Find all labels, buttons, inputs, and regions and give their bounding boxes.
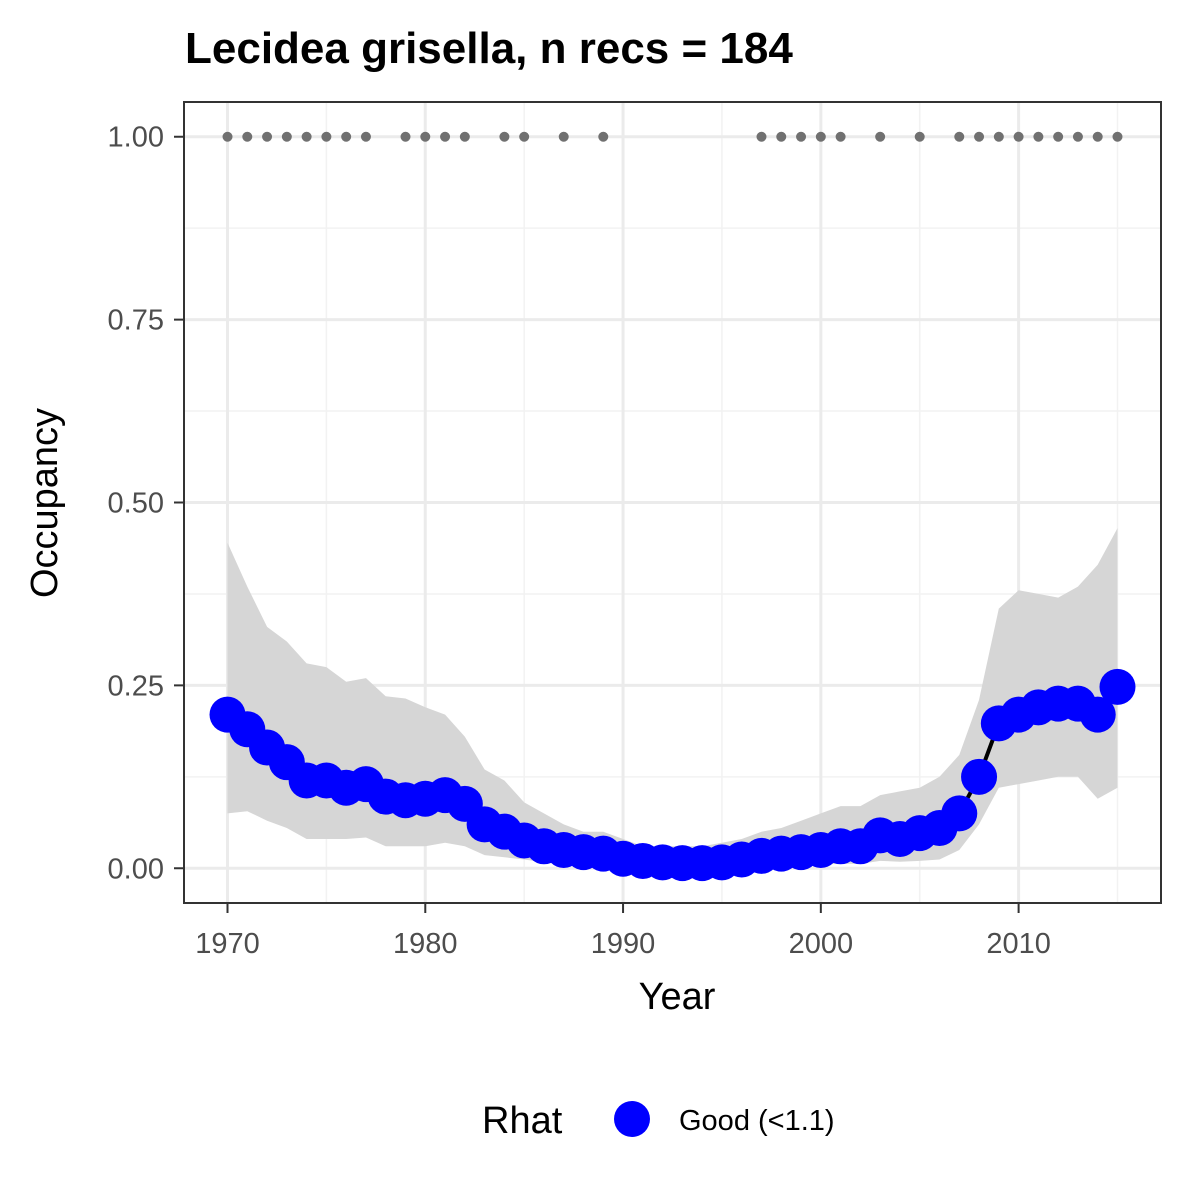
legend-label-good: Good (<1.1): [679, 1105, 835, 1137]
y-tick-label: 0.50: [108, 488, 164, 520]
x-tick-label: 2010: [986, 928, 1051, 960]
record-dot: [222, 131, 233, 142]
record-dot: [499, 131, 510, 142]
record-dot: [1112, 131, 1123, 142]
record-dot: [360, 131, 371, 142]
record-dot: [558, 131, 569, 142]
occupancy-point: [1079, 696, 1116, 733]
chart-title: Lecidea grisella, n recs = 184: [185, 24, 793, 73]
x-tick-label: 1970: [195, 928, 260, 960]
legend-title: Rhat: [482, 1100, 563, 1142]
record-dot: [400, 131, 411, 142]
record-dot: [321, 131, 332, 142]
x-axis: 1970 1980 1990 2000 2010: [195, 903, 1051, 960]
record-dot: [914, 131, 925, 142]
record-dot: [242, 131, 253, 142]
y-tick-label: 0.00: [108, 853, 164, 885]
record-dot: [756, 131, 767, 142]
record-dot: [459, 131, 470, 142]
record-dot: [1013, 131, 1024, 142]
record-dot: [1053, 131, 1064, 142]
record-dot: [835, 131, 846, 142]
record-dot: [598, 131, 609, 142]
y-axis-title: Occupancy: [24, 408, 66, 598]
record-dot: [776, 131, 787, 142]
y-tick-label: 0.25: [108, 670, 164, 702]
legend: Rhat Good (<1.1): [482, 1100, 835, 1142]
record-dot: [1033, 131, 1044, 142]
occupancy-point: [1099, 668, 1136, 705]
x-axis-title: Year: [639, 976, 716, 1018]
y-tick-label: 1.00: [108, 122, 164, 154]
record-dot: [875, 131, 886, 142]
record-dots: [222, 131, 1123, 142]
record-dot: [1092, 131, 1103, 142]
record-dot: [341, 131, 352, 142]
record-dot: [796, 131, 807, 142]
record-dot: [993, 131, 1004, 142]
record-dot: [420, 131, 431, 142]
record-dot: [262, 131, 273, 142]
y-axis: 0.00 0.25 0.50 0.75 1.00: [108, 122, 184, 885]
legend-key-good: [614, 1101, 650, 1137]
occupancy-points: [209, 668, 1136, 882]
record-dot: [974, 131, 985, 142]
occupancy-point: [941, 795, 978, 832]
record-dot: [815, 131, 826, 142]
record-dot: [519, 131, 530, 142]
record-dot: [301, 131, 312, 142]
record-dot: [281, 131, 292, 142]
record-dot: [1072, 131, 1083, 142]
plot-panel: [183, 101, 1162, 904]
x-tick-label: 2000: [789, 928, 854, 960]
x-tick-label: 1980: [393, 928, 458, 960]
x-tick-label: 1990: [591, 928, 656, 960]
y-tick-label: 0.75: [108, 305, 164, 337]
record-dot: [440, 131, 451, 142]
occupancy-point: [961, 758, 998, 795]
record-dot: [954, 131, 965, 142]
